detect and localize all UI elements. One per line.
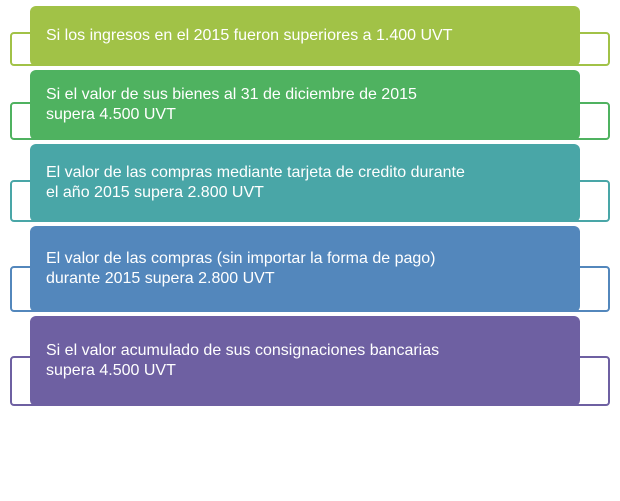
infographic-item: Si el valor acumulado de sus consignacio… xyxy=(10,316,610,406)
infographic-item: El valor de las compras mediante tarjeta… xyxy=(10,144,610,222)
infographic-container: Si los ingresos en el 2015 fueron superi… xyxy=(10,6,610,406)
item-card: Si los ingresos en el 2015 fueron superi… xyxy=(30,6,580,66)
item-text: El valor de las compras (sin importar la… xyxy=(46,249,466,289)
item-text: El valor de las compras mediante tarjeta… xyxy=(46,163,466,203)
item-text: Si el valor acumulado de sus consignacio… xyxy=(46,341,466,381)
item-card: Si el valor acumulado de sus consignacio… xyxy=(30,316,580,406)
infographic-item: El valor de las compras (sin importar la… xyxy=(10,226,610,312)
item-card: El valor de las compras (sin importar la… xyxy=(30,226,580,312)
item-card: El valor de las compras mediante tarjeta… xyxy=(30,144,580,222)
item-card: Si el valor de sus bienes al 31 de dicie… xyxy=(30,70,580,140)
infographic-item: Si el valor de sus bienes al 31 de dicie… xyxy=(10,70,610,140)
item-text: Si los ingresos en el 2015 fueron superi… xyxy=(46,26,452,46)
infographic-item: Si los ingresos en el 2015 fueron superi… xyxy=(10,6,610,66)
item-text: Si el valor de sus bienes al 31 de dicie… xyxy=(46,85,466,125)
